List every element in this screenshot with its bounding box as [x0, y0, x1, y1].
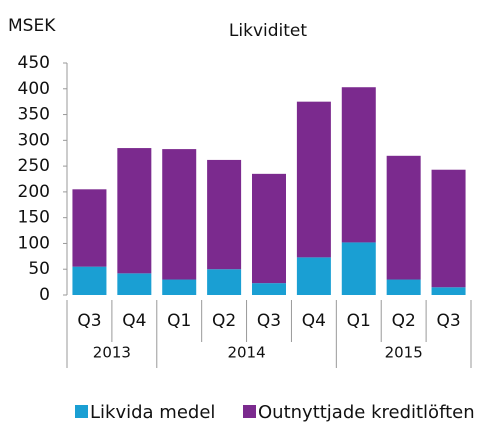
bar-segment	[431, 169, 466, 288]
x-tick-label: Q3	[436, 311, 460, 331]
year-label: 2013	[93, 344, 131, 362]
y-tick-label: 300	[18, 130, 50, 150]
bar-segment	[72, 266, 107, 295]
y-tick-label: 250	[18, 156, 50, 176]
y-tick-label: 150	[18, 208, 50, 228]
bar-segment	[252, 173, 286, 284]
bar-segment	[386, 155, 421, 280]
bar-segment	[341, 242, 376, 295]
y-tick-label: 100	[18, 233, 50, 253]
year-label: 2014	[227, 344, 265, 362]
legend-label: Likvida medel	[90, 402, 215, 423]
bar-segment	[117, 148, 152, 274]
bar-segment	[72, 189, 107, 267]
bar-segment	[341, 87, 376, 243]
x-tick-label: Q1	[167, 311, 191, 331]
x-tick-label: Q3	[257, 311, 281, 331]
x-tick-label: Q2	[392, 311, 416, 331]
legend-swatch	[243, 405, 256, 418]
x-tick-label: Q4	[302, 311, 326, 331]
bar-segment	[431, 287, 466, 295]
bar-segment	[296, 257, 331, 295]
y-tick-label: 350	[18, 105, 50, 125]
bar-segment	[252, 283, 286, 295]
x-tick-label: Q1	[347, 311, 371, 331]
y-tick-label: 50	[28, 259, 50, 279]
bar-segment	[386, 279, 421, 295]
year-label: 2015	[385, 344, 423, 362]
y-axis-label: MSEK	[8, 16, 56, 36]
bar-segment	[162, 279, 197, 295]
y-tick-label: 400	[18, 79, 50, 99]
y-tick-label: 200	[18, 182, 50, 202]
bar-segment	[207, 159, 242, 270]
legend-label: Outnyttjade kreditlöften	[258, 402, 475, 423]
x-tick-label: Q2	[212, 311, 236, 331]
legend-swatch	[75, 405, 88, 418]
bar-segment	[296, 101, 331, 258]
x-tick-label: Q4	[122, 311, 146, 331]
y-tick-label: 450	[18, 53, 50, 73]
bar-segment	[117, 273, 152, 295]
chart-title: Likviditet	[229, 21, 307, 41]
y-tick-label: 0	[39, 285, 50, 305]
bar-segment	[162, 149, 197, 280]
bar-segment	[207, 269, 242, 295]
x-tick-label: Q3	[77, 311, 101, 331]
